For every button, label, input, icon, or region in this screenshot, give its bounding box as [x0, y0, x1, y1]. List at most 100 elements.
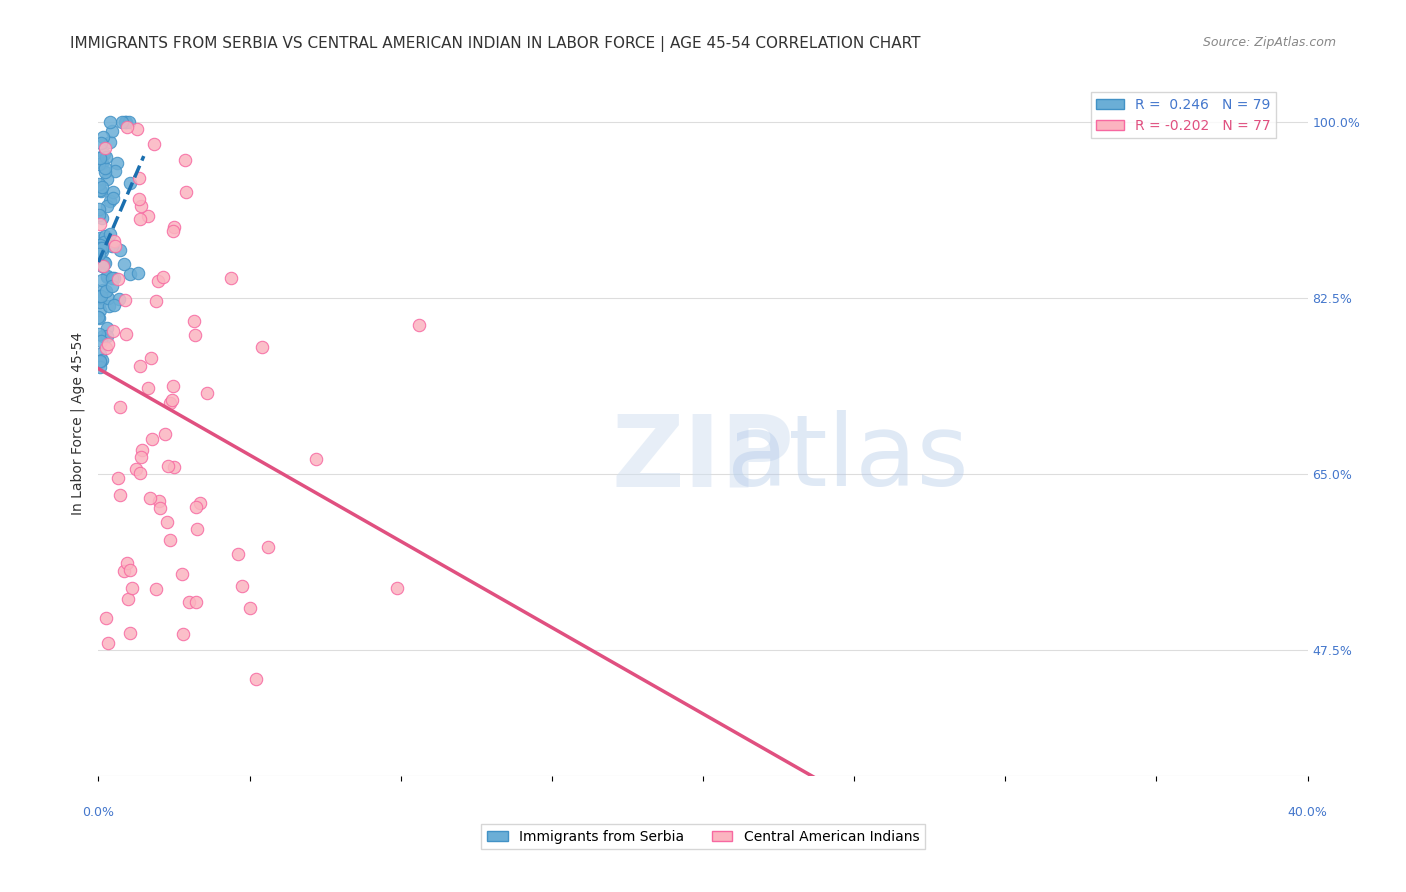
Central American Indians: [91, 259, 114, 273]
Central American Indians: [131, 199, 153, 213]
Immigrants from Serbia: [97, 299, 120, 313]
Central American Indians: [250, 340, 273, 354]
Central American Indians: [183, 313, 205, 327]
Central American Indians: [219, 271, 242, 285]
Immigrants from Serbia: [101, 279, 124, 293]
Immigrants from Serbia: [101, 124, 124, 138]
Central American Indians: [94, 342, 117, 356]
Central American Indians: [162, 224, 184, 238]
Immigrants from Serbia: [103, 186, 125, 200]
Central American Indians: [170, 567, 193, 582]
Immigrants from Serbia: [104, 164, 127, 178]
Immigrants from Serbia: [90, 259, 112, 273]
Central American Indians: [94, 611, 117, 625]
Central American Indians: [120, 563, 142, 577]
Immigrants from Serbia: [127, 266, 149, 280]
Immigrants from Serbia: [91, 284, 114, 298]
Y-axis label: In Labor Force | Age 45-54: In Labor Force | Age 45-54: [70, 332, 84, 516]
Text: ZIP: ZIP: [612, 410, 794, 508]
Immigrants from Serbia: [89, 294, 111, 309]
Central American Indians: [256, 540, 278, 554]
Central American Indians: [159, 533, 181, 547]
Immigrants from Serbia: [89, 241, 111, 255]
Legend: Immigrants from Serbia, Central American Indians: Immigrants from Serbia, Central American…: [481, 824, 925, 849]
Central American Indians: [139, 351, 162, 366]
Immigrants from Serbia: [94, 161, 117, 175]
Central American Indians: [128, 170, 150, 185]
Central American Indians: [114, 326, 136, 341]
Central American Indians: [186, 522, 208, 536]
Central American Indians: [184, 327, 207, 342]
Central American Indians: [103, 234, 125, 248]
Immigrants from Serbia: [90, 211, 112, 225]
Central American Indians: [120, 626, 142, 640]
Immigrants from Serbia: [93, 235, 115, 250]
Immigrants from Serbia: [91, 273, 114, 287]
Immigrants from Serbia: [93, 164, 115, 178]
Central American Indians: [115, 556, 138, 570]
Immigrants from Serbia: [89, 290, 111, 304]
Central American Indians: [157, 458, 180, 473]
Central American Indians: [107, 272, 129, 286]
Central American Indians: [117, 591, 139, 606]
Immigrants from Serbia: [94, 256, 117, 270]
Central American Indians: [197, 386, 219, 401]
Immigrants from Serbia: [89, 355, 111, 369]
Immigrants from Serbia: [94, 150, 117, 164]
Central American Indians: [125, 461, 148, 475]
Central American Indians: [163, 220, 186, 235]
Central American Indians: [162, 392, 184, 407]
Immigrants from Serbia: [101, 238, 124, 252]
Central American Indians: [136, 381, 159, 395]
Immigrants from Serbia: [118, 114, 141, 128]
Immigrants from Serbia: [87, 255, 110, 269]
Immigrants from Serbia: [114, 114, 136, 128]
Central American Indians: [174, 185, 197, 199]
Text: 40.0%: 40.0%: [1288, 806, 1327, 819]
Immigrants from Serbia: [89, 289, 111, 303]
Immigrants from Serbia: [89, 231, 111, 245]
Immigrants from Serbia: [93, 147, 115, 161]
Central American Indians: [146, 274, 169, 288]
Central American Indians: [97, 336, 120, 351]
Immigrants from Serbia: [108, 243, 131, 257]
Immigrants from Serbia: [105, 155, 128, 169]
Central American Indians: [129, 466, 152, 480]
Central American Indians: [153, 427, 176, 442]
Central American Indians: [129, 359, 152, 373]
Immigrants from Serbia: [94, 229, 117, 244]
Central American Indians: [114, 293, 136, 308]
Central American Indians: [131, 443, 153, 458]
Central American Indians: [159, 396, 181, 410]
Immigrants from Serbia: [94, 284, 117, 298]
Immigrants from Serbia: [120, 177, 142, 191]
Central American Indians: [305, 451, 328, 466]
Immigrants from Serbia: [96, 268, 118, 283]
Immigrants from Serbia: [91, 329, 114, 343]
Immigrants from Serbia: [87, 208, 110, 222]
Central American Indians: [129, 450, 152, 464]
Immigrants from Serbia: [89, 151, 111, 165]
Immigrants from Serbia: [89, 303, 111, 318]
Immigrants from Serbia: [90, 352, 112, 367]
Central American Indians: [107, 471, 129, 485]
Immigrants from Serbia: [89, 353, 111, 368]
Text: IMMIGRANTS FROM SERBIA VS CENTRAL AMERICAN INDIAN IN LABOR FORCE | AGE 45-54 COR: IMMIGRANTS FROM SERBIA VS CENTRAL AMERIC…: [70, 36, 921, 52]
Immigrants from Serbia: [89, 347, 111, 361]
Central American Indians: [112, 565, 135, 579]
Immigrants from Serbia: [87, 326, 110, 341]
Central American Indians: [173, 153, 195, 167]
Immigrants from Serbia: [87, 310, 110, 324]
Central American Indians: [162, 379, 184, 393]
Central American Indians: [142, 136, 165, 151]
Immigrants from Serbia: [98, 194, 121, 209]
Immigrants from Serbia: [101, 191, 124, 205]
Central American Indians: [108, 400, 131, 414]
Legend: R =  0.246   N = 79, R = -0.202   N = 77: R = 0.246 N = 79, R = -0.202 N = 77: [1091, 93, 1277, 138]
Central American Indians: [94, 141, 117, 155]
Immigrants from Serbia: [87, 157, 110, 171]
Central American Indians: [129, 212, 152, 227]
Immigrants from Serbia: [96, 328, 118, 343]
Immigrants from Serbia: [90, 334, 112, 348]
Central American Indians: [177, 595, 200, 609]
